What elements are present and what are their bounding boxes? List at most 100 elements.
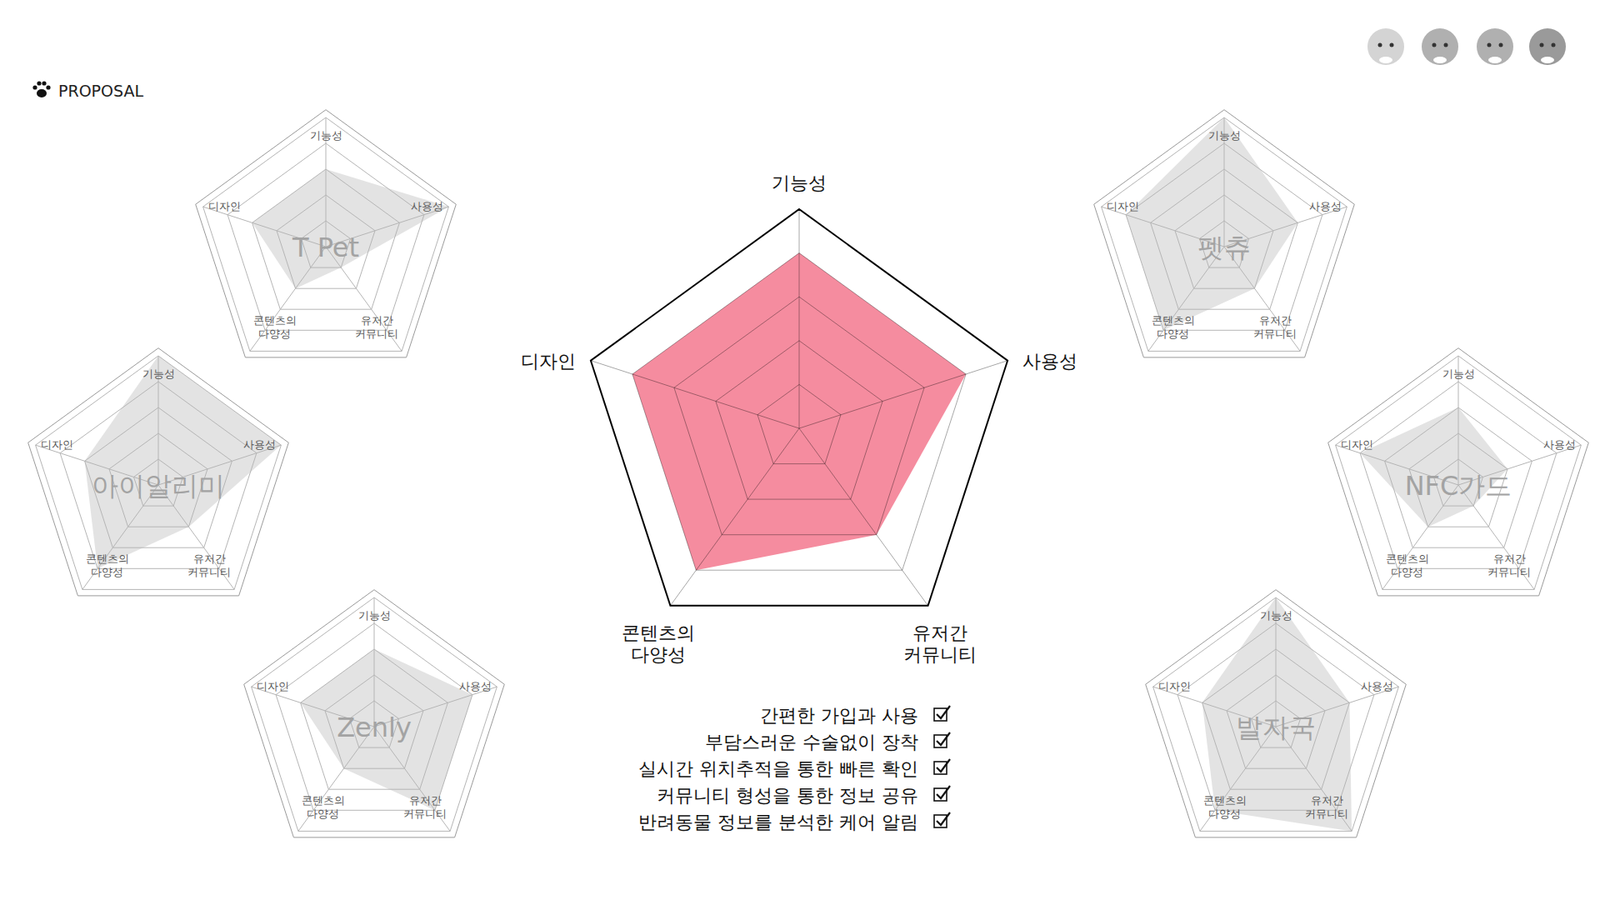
axis-label-line: 기능성 [1208,129,1241,142]
paw-toe [45,85,50,90]
axis-label-line: 다양성 [306,807,340,820]
spoke [590,360,800,429]
axis-label-line: 유저간 [409,794,442,807]
axis-label-line: 유저간 [193,552,226,565]
grid-ring [1153,597,1400,831]
grid-ring [251,597,498,831]
grid-ring [590,209,1008,606]
axis-label-line: 콘텐츠의 [85,552,130,565]
spoke [799,428,929,606]
axis-label-line: 콘텐츠의 [621,622,695,644]
axis-label-line: 사용성 [459,680,492,693]
axis-label-line: 콘텐츠의 [1151,314,1195,327]
radar-chart: 기능성사용성유저간커뮤니티콘텐츠의다양성디자인NFC가드 [1328,348,1590,596]
axis-label: 유저간커뮤니티 [903,622,977,665]
axis-label: 사용성 [1022,350,1078,372]
checklist-item: 커뮤니티 형성을 통한 정보 공유 [656,785,950,806]
axis-label: 디자인 [40,438,74,451]
radar-chart: 기능성사용성유저간커뮤니티콘텐츠의다양성디자인아이알리미 [28,348,290,596]
axis-label: 디자인 [1106,200,1140,213]
checklist-item: 반려동물 정보를 분석한 케어 알림 [638,811,950,833]
paw-toe [32,85,37,90]
axis-label: 유저간커뮤니티 [1253,314,1297,340]
radar-chart: 기능성사용성유저간커뮤니티콘텐츠의다양성디자인Zenly [244,590,505,838]
axis-label-line: 다양성 [90,565,124,579]
axis-label-line: 다양성 [1390,565,1424,579]
animal-muzzle [1379,56,1393,64]
checkmark [936,812,950,825]
slide: PROPOSAL기능성사용성유저간커뮤니티콘텐츠의다양성디자인기능성사용성유저간… [0,0,1600,900]
axis-label-line: 콘텐츠의 [301,794,345,807]
checklist-text: 실시간 위치추적을 통한 빠른 확인 [638,758,919,780]
axis-label-line: 콘텐츠의 [253,314,297,327]
axis-label-line: 사용성 [1022,350,1078,372]
animal-face [1367,28,1405,65]
axis-label-line: 디자인 [1158,680,1191,693]
axis-label-line: 디자인 [1340,438,1374,451]
axis-label-line: 사용성 [1543,438,1576,451]
axis-label-line: 디자인 [1106,200,1140,213]
axis-label-line: 디자인 [40,438,74,451]
axis-label: 기능성 [1442,367,1475,380]
animal-muzzle [1488,56,1502,64]
radar-chart: 기능성사용성유저간커뮤니티콘텐츠의다양성디자인T Pet [195,110,457,358]
axis-label-line: 커뮤니티 [355,327,399,340]
frame [1094,110,1355,358]
axis-label: 디자인 [1158,680,1191,693]
axis-label: 디자인 [520,350,576,372]
animal-eye [1540,43,1545,48]
chart-title: Zenly [336,711,412,744]
radar-chart: 기능성사용성유저간커뮤니티 콘텐츠의다양성 디자인 [520,172,1078,665]
axis-label-line: 유저간 [1259,314,1292,327]
axis-label: 사용성 [1543,438,1576,451]
axis-label: 사용성 [410,200,444,213]
axis-label-line: 유저간 [360,314,394,327]
axis-label-line: 커뮤니티 [903,644,977,665]
checklist-item: 부담스러운 수술없이 장착 [705,731,950,753]
spoke [670,428,800,606]
checklist-item: 실시간 위치추적을 통한 빠른 확인 [638,758,950,780]
axis-label: 유저간커뮤니티 [187,552,231,579]
animal-eye [1551,43,1556,48]
chart-title: 발자국 [1235,711,1316,744]
axis-label-line: 디자인 [520,350,576,372]
radar-area [1125,117,1298,330]
checklist-text: 부담스러운 수술없이 장착 [705,731,919,753]
axis-label-line: 콘텐츠의 [1385,552,1430,565]
frame [244,590,505,838]
axis-label: 콘텐츠의다양성 [1151,314,1195,340]
animal-muzzle [1433,56,1447,64]
spoke [799,209,800,429]
paw-icon [32,80,50,98]
animal-eye [1378,43,1383,48]
animal-face [1529,28,1566,65]
chart-title: 펫츄 [1197,231,1251,264]
axis-label: 기능성 [1208,129,1241,142]
paw-toe [41,80,46,85]
animal-icon [1476,28,1514,65]
axis-label: 유저간커뮤니티 [1305,794,1349,820]
radar-area [1202,597,1353,831]
axis-label: 유저간커뮤니티 [355,314,399,340]
axis-label: 유저간커뮤니티 [403,794,447,820]
axis-label-line: 디자인 [256,680,290,693]
axis-label: 사용성 [459,680,492,693]
axis-label-line: 기능성 [771,172,827,194]
axis-label: 콘텐츠의다양성 [621,622,695,665]
grid-ring [203,117,450,351]
axis-label: 기능성 [1260,609,1293,622]
checkmark [936,732,950,745]
checklist-text: 간편한 가입과 사용 [760,705,919,726]
spoke [799,360,1008,429]
axis-label: 콘텐츠의다양성 [85,552,130,579]
axis-label-line: 사용성 [410,200,444,213]
axis-label-line: 기능성 [1260,609,1293,622]
axis-label: 콘텐츠의다양성 [253,314,297,340]
animal-muzzle [1540,56,1555,64]
axis-label-line: 다양성 [1208,807,1241,820]
checklist-text: 반려동물 정보를 분석한 케어 알림 [638,811,919,833]
checklist-item: 간편한 가입과 사용 [760,705,950,726]
animal-eye [1499,43,1504,48]
animal-eye [1487,43,1492,48]
axis-label-line: 커뮤니티 [1305,807,1349,820]
